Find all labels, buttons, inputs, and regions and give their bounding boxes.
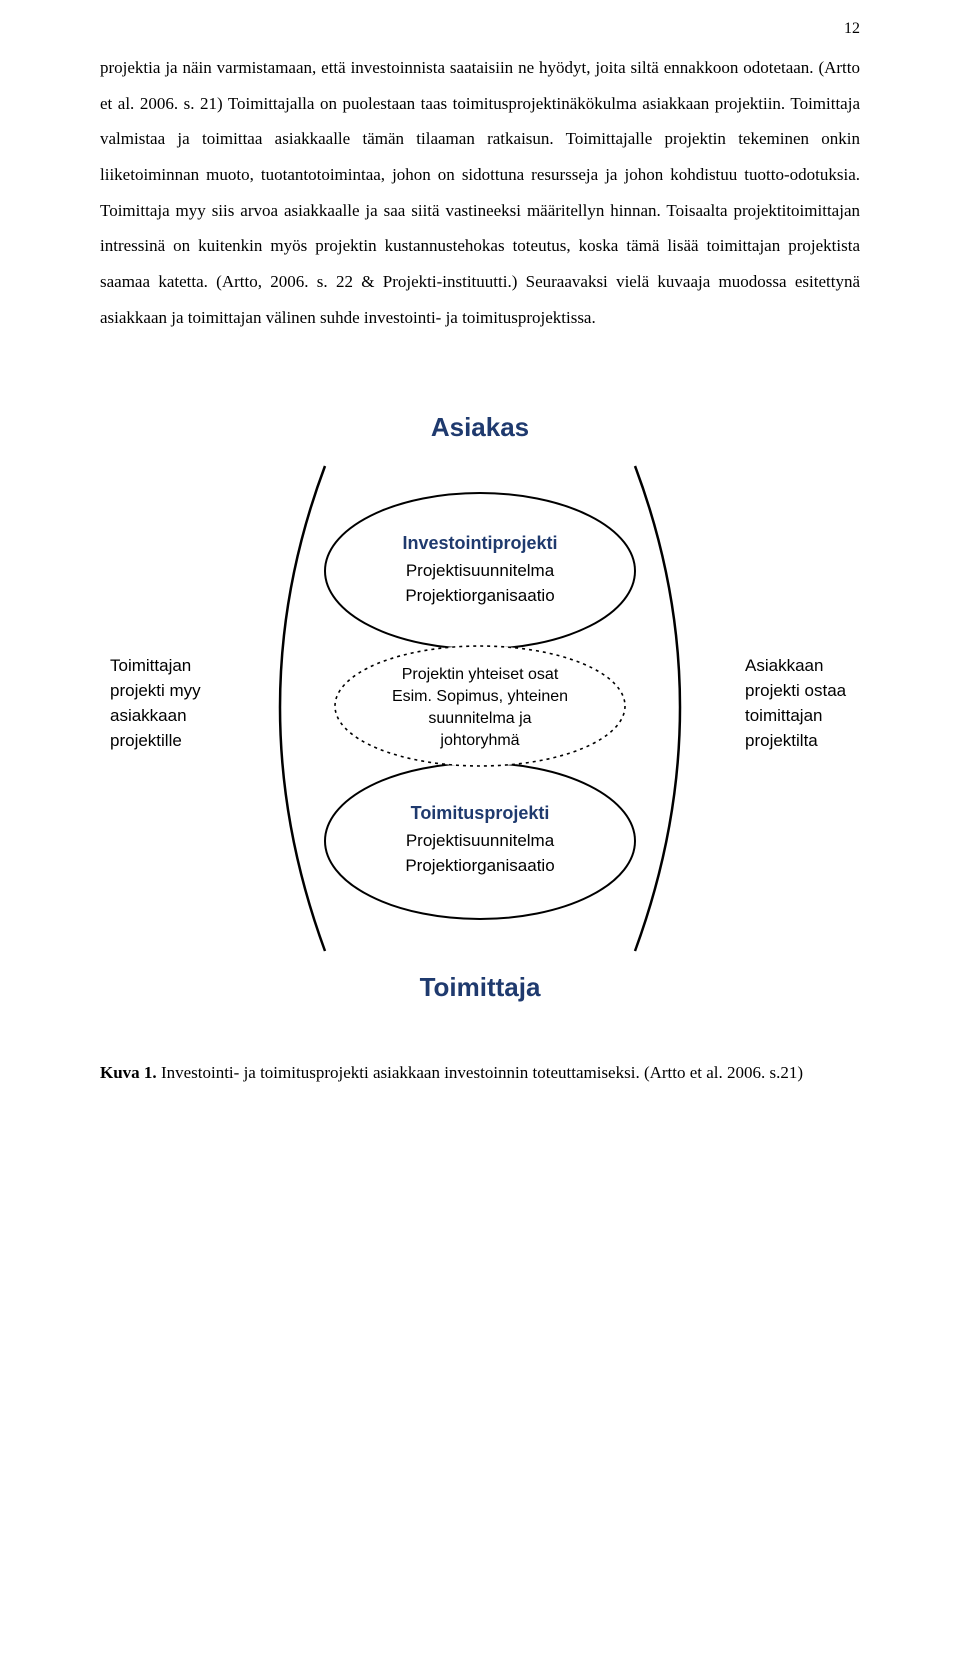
left-label-4: projektille [110,731,182,750]
left-label-2: projekti myy [110,681,201,700]
top-ellipse-title: Investointiprojekti [402,533,557,553]
right-label-1: Asiakkaan [745,656,823,675]
caption-text: Investointi- ja toimitusprojekti asiakka… [157,1063,803,1082]
bottom-ellipse-line3: Projektiorganisaatio [405,856,554,875]
right-paren [635,466,680,951]
diagram-container: Asiakas Investointiprojekti Projektisuun… [100,396,860,1016]
bottom-ellipse-title: Toimitusprojekti [411,803,550,823]
mid-ellipse-line3: suunnitelma ja [428,710,531,727]
right-label-2: projekti ostaa [745,681,847,700]
mid-ellipse-line2: Esim. Sopimus, yhteinen [392,688,568,705]
diagram-title-bottom: Toimittaja [420,972,541,1002]
diagram-svg: Asiakas Investointiprojekti Projektisuun… [100,396,860,1016]
mid-ellipse-line1: Projektin yhteiset osat [402,666,559,683]
body-text: projektia ja näin varmistamaan, että inv… [100,50,860,336]
page-number: 12 [844,20,860,38]
left-paren [280,466,325,951]
left-label-1: Toimittajan [110,656,191,675]
figure-caption: Kuva 1. Investointi- ja toimitusprojekti… [100,1056,860,1090]
right-label-3: toimittajan [745,706,822,725]
top-ellipse-line3: Projektiorganisaatio [405,586,554,605]
caption-label: Kuva 1. [100,1063,157,1082]
diagram-title-top: Asiakas [431,412,529,442]
mid-ellipse-line4: johtoryhmä [439,732,519,749]
right-label-4: projektilta [745,731,818,750]
left-label-3: asiakkaan [110,706,187,725]
bottom-ellipse-line2: Projektisuunnitelma [406,831,555,850]
top-ellipse-line2: Projektisuunnitelma [406,561,555,580]
